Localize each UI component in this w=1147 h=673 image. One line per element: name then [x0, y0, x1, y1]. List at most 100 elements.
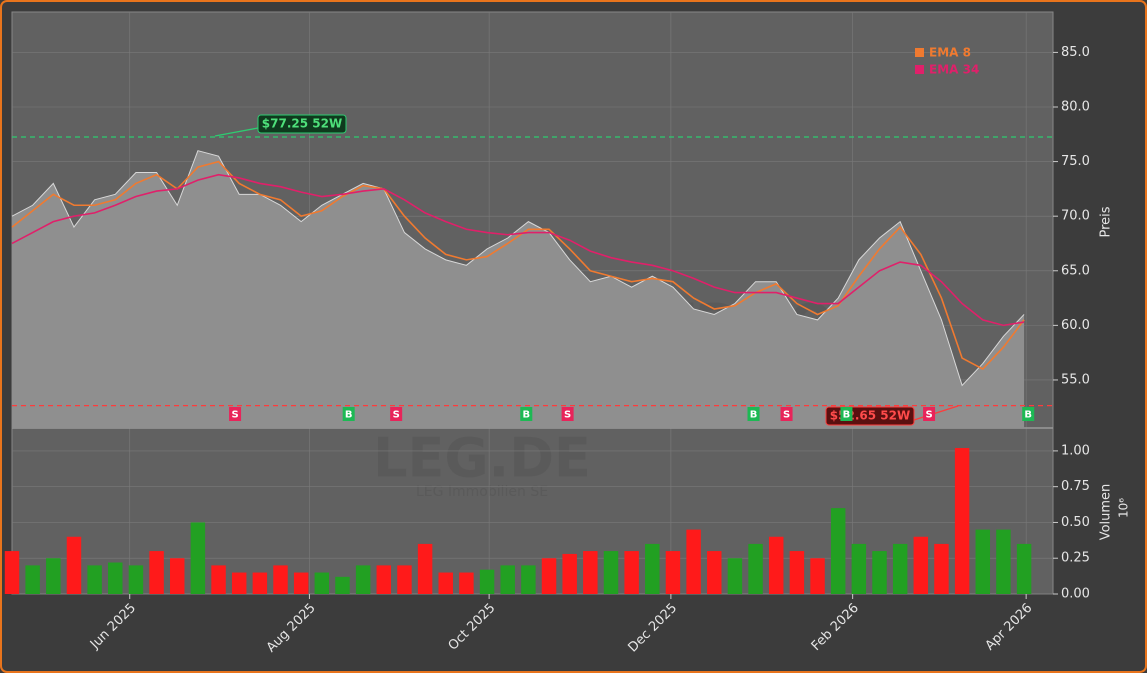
volume-bar — [686, 529, 701, 594]
volume-bar — [1016, 543, 1032, 594]
signal-marker — [229, 407, 242, 421]
volume-bar — [500, 565, 515, 594]
volume-bar — [438, 572, 453, 594]
signal-marker — [1022, 407, 1035, 421]
y-tick-label: 0.75 — [1061, 479, 1090, 494]
volume-bar — [892, 543, 908, 594]
volume-bar — [335, 576, 350, 594]
signal-label: S — [231, 410, 238, 421]
volume-bar — [459, 572, 474, 594]
annotation-arrow — [214, 127, 259, 137]
volume-bar — [211, 565, 226, 594]
volume-bar — [934, 543, 949, 594]
volume-bar — [872, 551, 887, 594]
volume-bar — [46, 558, 61, 594]
volume-bar — [376, 565, 392, 594]
volume-bar — [541, 558, 557, 594]
y-tick-label: 85.0 — [1061, 45, 1090, 60]
annotation-arrow — [913, 405, 959, 421]
volume-bar — [789, 551, 805, 594]
signal-marker — [747, 407, 760, 421]
watermark-ticker: LEG.DE — [373, 427, 591, 490]
volume-bar — [4, 551, 20, 594]
signal-label: S — [783, 410, 790, 421]
volume-bar — [355, 565, 371, 594]
volume-bar — [624, 551, 639, 594]
watermark-company: LEG Immobilien SE — [416, 484, 548, 500]
signal-label: B — [345, 410, 353, 421]
y-tick-label: 70.0 — [1061, 209, 1090, 224]
signal-marker — [840, 407, 853, 421]
ema-line — [11, 173, 1025, 327]
volume-bar — [521, 565, 536, 594]
volume-bar — [768, 536, 784, 594]
price-area — [12, 150, 1025, 428]
y-tick-label: 80.0 — [1061, 99, 1090, 114]
annotation-box — [257, 114, 347, 134]
volume-bar — [665, 551, 681, 594]
volume-bar — [562, 553, 577, 594]
annotation-label: $77.25 52W — [262, 117, 342, 131]
legend-swatch — [915, 65, 924, 74]
volume-bar — [479, 569, 495, 594]
signal-marker — [780, 407, 793, 421]
signal-marker — [342, 407, 355, 421]
volume-bar — [996, 529, 1011, 594]
signal-label: B — [750, 410, 758, 421]
volume-bar — [830, 508, 846, 594]
signal-label: S — [564, 410, 571, 421]
volume-bar — [397, 565, 412, 594]
y-axis-label: Preis — [1099, 206, 1114, 237]
signal-label: S — [925, 410, 932, 421]
signal-label: B — [522, 410, 530, 421]
y-tick-label: 55.0 — [1061, 372, 1090, 387]
volume-bar — [954, 448, 970, 594]
signal-marker — [390, 407, 403, 421]
volume-bar — [66, 536, 82, 594]
y-tick-label: 65.0 — [1061, 263, 1090, 278]
volume-bar — [87, 565, 102, 594]
signal-marker — [923, 407, 936, 421]
volume-bar — [645, 543, 660, 594]
signal-marker — [561, 407, 574, 421]
signal-label: B — [843, 410, 851, 421]
volume-bar — [190, 522, 206, 594]
y-tick-label: 75.0 — [1061, 154, 1090, 169]
volume-bar — [913, 536, 929, 594]
volume-bar — [314, 572, 330, 594]
volume-bar — [293, 572, 309, 594]
volume-bar — [603, 551, 619, 594]
volume-bar — [252, 572, 268, 594]
volume-bar — [748, 543, 763, 594]
volume-bar — [727, 558, 743, 594]
volume-bar — [128, 565, 144, 594]
y-axis-label: Volumen — [1099, 484, 1114, 541]
volume-bar — [25, 565, 40, 594]
volume-bar — [851, 543, 867, 594]
y-axis-multiplier: 10⁶ — [1117, 498, 1131, 518]
y-tick-label: 1.00 — [1061, 443, 1090, 458]
y-tick-label: 0.25 — [1061, 551, 1090, 566]
volume-bar — [149, 551, 164, 594]
volume-bar — [583, 551, 598, 594]
volume-bar — [810, 558, 825, 594]
volume-bar — [975, 529, 991, 594]
signal-marker — [520, 407, 533, 421]
volume-bar — [170, 558, 185, 594]
legend-label: EMA 34 — [929, 63, 979, 77]
volume-bar — [108, 562, 123, 594]
volume-bar — [231, 572, 247, 594]
signal-label: B — [1024, 410, 1032, 421]
y-tick-label: 0.50 — [1061, 515, 1090, 530]
ema-line — [11, 160, 1025, 371]
y-tick-label: 60.0 — [1061, 318, 1090, 333]
legend-label: EMA 8 — [929, 46, 971, 60]
signal-label: S — [393, 410, 400, 421]
y-tick-label: 0.00 — [1061, 587, 1090, 602]
price-line — [11, 150, 1025, 387]
legend-swatch — [915, 48, 924, 57]
volume-bar — [707, 551, 722, 594]
volume-bar — [417, 543, 433, 594]
